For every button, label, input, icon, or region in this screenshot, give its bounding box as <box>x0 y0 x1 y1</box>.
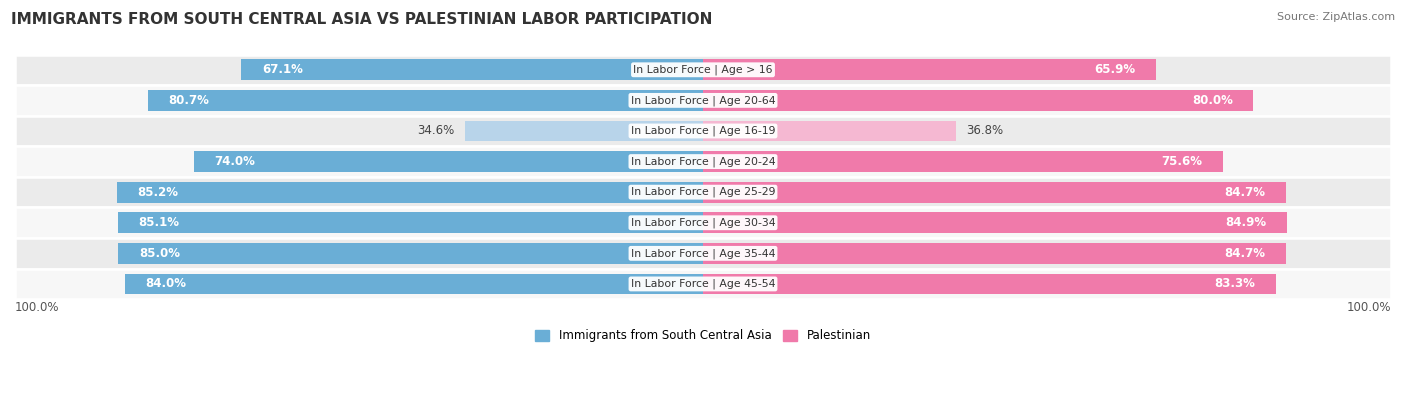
Text: In Labor Force | Age 35-44: In Labor Force | Age 35-44 <box>631 248 775 259</box>
Bar <box>194 151 703 172</box>
Text: 100.0%: 100.0% <box>15 301 59 314</box>
Bar <box>15 55 1391 85</box>
Text: 85.0%: 85.0% <box>139 247 180 260</box>
Text: 36.8%: 36.8% <box>966 124 1004 137</box>
Bar <box>703 151 1223 172</box>
Text: In Labor Force | Age 16-19: In Labor Force | Age 16-19 <box>631 126 775 136</box>
Bar <box>148 90 703 111</box>
Text: In Labor Force | Age > 16: In Labor Force | Age > 16 <box>633 64 773 75</box>
Text: In Labor Force | Age 30-34: In Labor Force | Age 30-34 <box>631 218 775 228</box>
Bar <box>703 243 1285 264</box>
Text: In Labor Force | Age 20-64: In Labor Force | Age 20-64 <box>631 95 775 105</box>
Bar <box>118 243 703 264</box>
Text: 75.6%: 75.6% <box>1161 155 1202 168</box>
Bar <box>703 182 1285 203</box>
Text: 85.2%: 85.2% <box>138 186 179 199</box>
Bar <box>15 238 1391 269</box>
Bar <box>242 59 703 80</box>
Bar <box>118 213 703 233</box>
Text: In Labor Force | Age 25-29: In Labor Force | Age 25-29 <box>631 187 775 198</box>
Text: Source: ZipAtlas.com: Source: ZipAtlas.com <box>1277 12 1395 22</box>
Bar <box>465 120 703 141</box>
Text: In Labor Force | Age 45-54: In Labor Force | Age 45-54 <box>631 279 775 289</box>
Text: 67.1%: 67.1% <box>262 63 302 76</box>
Text: 83.3%: 83.3% <box>1215 277 1256 290</box>
Text: 84.0%: 84.0% <box>146 277 187 290</box>
Text: 84.9%: 84.9% <box>1226 216 1267 229</box>
Text: In Labor Force | Age 20-24: In Labor Force | Age 20-24 <box>631 156 775 167</box>
Bar <box>125 274 703 294</box>
Bar <box>703 59 1156 80</box>
Bar <box>703 120 956 141</box>
Bar <box>15 85 1391 116</box>
Text: 84.7%: 84.7% <box>1225 247 1265 260</box>
Bar <box>15 116 1391 146</box>
Text: 34.6%: 34.6% <box>418 124 454 137</box>
Legend: Immigrants from South Central Asia, Palestinian: Immigrants from South Central Asia, Pale… <box>530 325 876 347</box>
Text: 80.0%: 80.0% <box>1192 94 1233 107</box>
Text: 80.7%: 80.7% <box>169 94 209 107</box>
Bar <box>15 207 1391 238</box>
Bar <box>703 90 1253 111</box>
Text: IMMIGRANTS FROM SOUTH CENTRAL ASIA VS PALESTINIAN LABOR PARTICIPATION: IMMIGRANTS FROM SOUTH CENTRAL ASIA VS PA… <box>11 12 713 27</box>
Bar <box>15 269 1391 299</box>
Bar <box>703 213 1286 233</box>
Text: 84.7%: 84.7% <box>1225 186 1265 199</box>
Bar <box>15 146 1391 177</box>
Bar <box>703 274 1277 294</box>
Text: 85.1%: 85.1% <box>138 216 179 229</box>
Text: 74.0%: 74.0% <box>215 155 256 168</box>
Bar <box>15 177 1391 207</box>
Text: 100.0%: 100.0% <box>1347 301 1391 314</box>
Text: 65.9%: 65.9% <box>1095 63 1136 76</box>
Bar <box>117 182 703 203</box>
